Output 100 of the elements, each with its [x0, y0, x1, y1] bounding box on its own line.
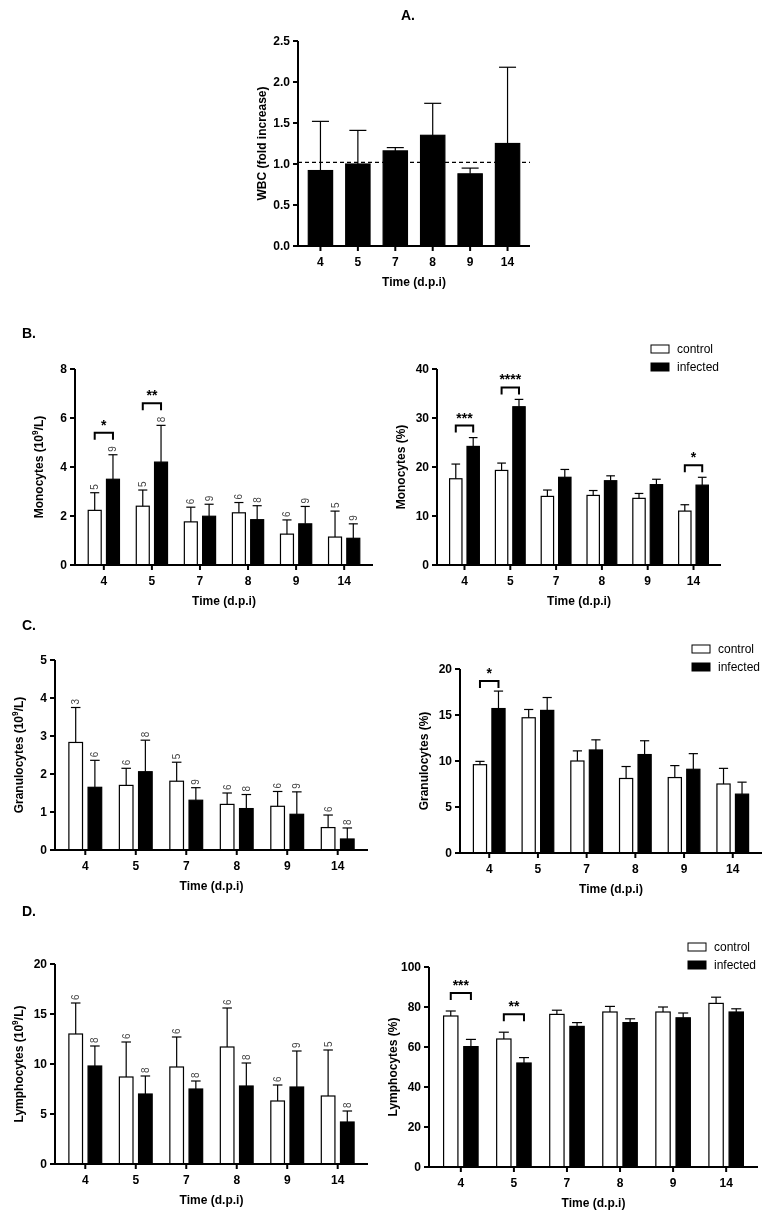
- annotation: 5: [171, 753, 183, 760]
- x-tick-label: 5: [132, 1173, 140, 1187]
- annotation: 8: [240, 1054, 252, 1060]
- x-axis-title: Time (d.p.i): [579, 882, 643, 896]
- y-tick-label: 0: [40, 843, 48, 858]
- y-tick-label: 80: [407, 1000, 422, 1015]
- y-tick-label: 15: [33, 1007, 48, 1022]
- legend-label: control: [714, 940, 751, 955]
- x-axis-title: Time (d.p.i): [179, 879, 244, 893]
- annotation: 8: [89, 1037, 101, 1043]
- x-tick-label: 8: [632, 862, 640, 876]
- y-axis-title: Granulocytes (%): [417, 711, 431, 811]
- x-tick-label: 9: [283, 859, 291, 873]
- y-axis-title: WBC (fold increase): [255, 86, 269, 201]
- x-tick-label: 4: [485, 862, 493, 876]
- x-axis-title: Time (d.p.i): [382, 275, 446, 289]
- x-tick-label: 7: [182, 859, 190, 873]
- x-tick-label: 5: [354, 255, 362, 269]
- annotation: 6: [120, 759, 132, 766]
- x-tick-label: 5: [534, 862, 542, 876]
- y-axis-title: Monocytes (%): [394, 424, 408, 510]
- y-tick-label: 0: [445, 846, 453, 861]
- x-tick-label: 5: [506, 574, 514, 588]
- y-tick-label: 3: [40, 729, 48, 744]
- annotation: 9: [190, 778, 202, 785]
- annotation: 5: [137, 481, 149, 488]
- y-tick-label: 0: [40, 1157, 48, 1172]
- x-tick-label: 8: [616, 1176, 624, 1190]
- x-tick-label: 14: [331, 1173, 345, 1187]
- annotation: 6: [322, 806, 334, 813]
- annotation: 9: [107, 445, 119, 452]
- annotation: ***: [456, 409, 474, 426]
- x-tick-label: 4: [81, 859, 89, 873]
- chart-title: A.: [401, 7, 415, 23]
- y-tick-label: 0: [422, 558, 430, 573]
- x-tick-label: 14: [500, 255, 515, 269]
- y-tick-label: 2: [40, 767, 48, 782]
- chart-title: D.: [22, 903, 36, 919]
- x-tick-label: 4: [317, 255, 325, 269]
- annotation: 8: [240, 785, 252, 792]
- y-tick-label: 0: [414, 1160, 422, 1175]
- x-tick-label: 14: [331, 859, 345, 873]
- x-tick-label: 14: [719, 1176, 734, 1190]
- y-tick-label: 20: [33, 957, 48, 972]
- annotation: 8: [139, 1067, 151, 1073]
- annotation: 9: [291, 782, 303, 789]
- y-tick-label: 1: [40, 805, 48, 820]
- annotation: **: [146, 387, 158, 404]
- x-tick-label: 5: [132, 859, 140, 873]
- annotation: 6: [221, 784, 233, 790]
- legend-label: infected: [677, 360, 720, 375]
- x-axis-title: Time (d.p.i): [179, 1193, 244, 1207]
- x-tick-label: 4: [457, 1176, 465, 1190]
- y-tick-label: 4: [60, 460, 68, 475]
- annotation: 6: [70, 994, 82, 1000]
- x-tick-label: 5: [510, 1176, 518, 1190]
- annotation: 8: [139, 731, 151, 738]
- x-tick-label: 7: [583, 862, 591, 876]
- annotation: 6: [120, 1033, 132, 1039]
- x-axis-title: Time (d.p.i): [192, 594, 256, 608]
- x-tick-label: 9: [669, 1176, 677, 1190]
- y-tick-label: 2.5: [273, 34, 291, 49]
- x-tick-label: 5: [148, 574, 156, 588]
- x-tick-label: 9: [283, 1173, 291, 1187]
- annotation: 8: [155, 416, 167, 423]
- annotation: *: [486, 665, 493, 682]
- annotation: 6: [221, 999, 233, 1005]
- x-tick-label: 14: [337, 574, 352, 588]
- x-tick-label: 4: [81, 1173, 89, 1187]
- chart-title: C.: [22, 617, 36, 633]
- y-tick-label: 10: [33, 1057, 48, 1072]
- y-tick-label: 0.5: [273, 198, 291, 213]
- x-tick-label: 7: [196, 574, 204, 588]
- y-tick-label: 20: [438, 662, 453, 677]
- y-axis-title: Lymphocytes (%): [386, 1017, 400, 1117]
- annotation: 6: [89, 751, 101, 758]
- legend-label: control: [718, 642, 755, 657]
- chart-title: B.: [22, 325, 36, 341]
- x-tick-label: 9: [292, 574, 300, 588]
- annotation: 8: [251, 496, 263, 503]
- y-tick-label: 1.0: [273, 157, 291, 172]
- y-tick-label: 1.5: [273, 116, 291, 131]
- annotation: *: [101, 416, 108, 433]
- y-tick-label: 40: [415, 362, 430, 377]
- y-tick-label: 20: [407, 1120, 422, 1135]
- y-tick-label: 2: [60, 509, 68, 524]
- y-tick-label: 40: [407, 1080, 422, 1095]
- annotation: 5: [322, 1041, 334, 1047]
- y-tick-label: 30: [415, 411, 430, 426]
- x-tick-label: 9: [680, 862, 688, 876]
- annotation: *: [690, 449, 697, 466]
- y-tick-label: 0.0: [273, 239, 291, 254]
- x-tick-label: 8: [233, 859, 241, 873]
- x-tick-label: 4: [461, 574, 469, 588]
- annotation: 8: [341, 818, 353, 825]
- legend-label: infected: [718, 660, 761, 675]
- annotation: 5: [89, 483, 101, 490]
- y-tick-label: 100: [400, 960, 422, 975]
- y-tick-label: 0: [60, 558, 68, 573]
- x-tick-label: 14: [726, 862, 740, 876]
